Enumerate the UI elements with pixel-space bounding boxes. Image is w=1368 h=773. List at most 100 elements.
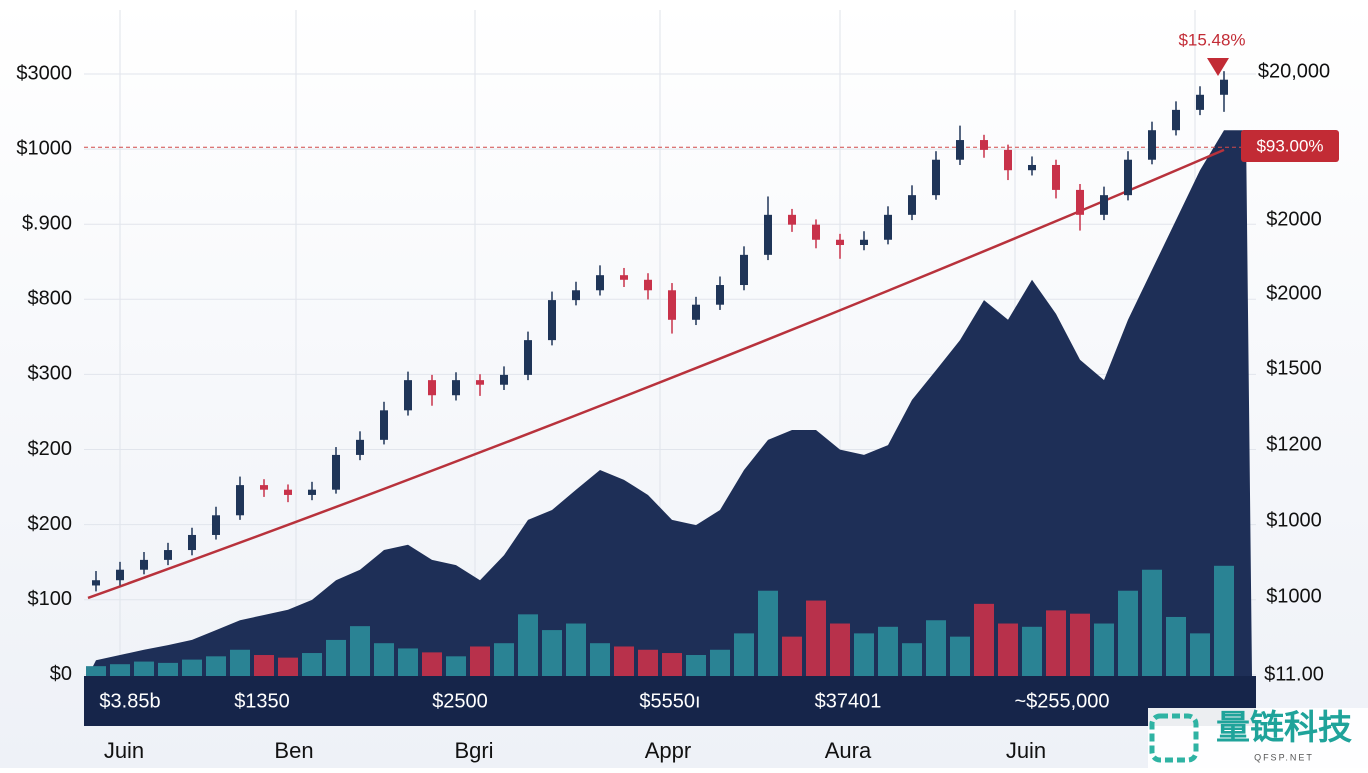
- y-axis-label: $200: [28, 438, 73, 460]
- volume-bar: [1046, 610, 1066, 676]
- volume-bar: [998, 623, 1018, 676]
- volume-bar: [518, 614, 538, 676]
- volume-bar: [950, 636, 970, 676]
- candle-body: [428, 380, 436, 396]
- candle-body: [452, 380, 460, 396]
- y2-axis-label: $1000: [1266, 585, 1322, 607]
- volume-bar: [590, 643, 610, 676]
- candle-body: [1004, 149, 1012, 171]
- volume-bar: [686, 655, 706, 676]
- volume-bar: [206, 656, 226, 676]
- candle-body: [644, 279, 652, 291]
- x-axis-label: Aura: [825, 738, 872, 763]
- volume-bar: [230, 649, 250, 676]
- volume-bar: [134, 661, 154, 676]
- candle-body: [140, 559, 148, 570]
- candle-body: [836, 239, 844, 246]
- candle-body: [476, 380, 484, 385]
- volume-bar: [470, 646, 490, 676]
- x-axis-label: Juin: [104, 738, 144, 763]
- volume-bar: [182, 659, 202, 676]
- band-label: $1350: [234, 690, 290, 712]
- candle-body: [404, 380, 412, 411]
- candle-body: [956, 140, 964, 160]
- volume-bar: [638, 649, 658, 676]
- volume-bar: [86, 666, 106, 676]
- candle-body: [764, 214, 772, 255]
- candle-body: [92, 580, 100, 586]
- volume-bar: [1190, 633, 1210, 676]
- candle-body: [1220, 79, 1228, 95]
- candle-body: [740, 254, 748, 286]
- candle-body: [356, 439, 364, 455]
- candle-body: [500, 374, 508, 385]
- candle-body: [260, 485, 268, 490]
- x-axis-label: Bgri: [454, 738, 493, 763]
- candle-body: [1028, 164, 1036, 171]
- volume-bar: [110, 664, 130, 676]
- x-axis-label: Juin: [1006, 738, 1046, 763]
- candle-body: [116, 569, 124, 581]
- badge-label: $93.00%: [1256, 136, 1323, 155]
- trend-line: [87, 148, 1225, 600]
- x-axis-label: Ben: [274, 738, 313, 763]
- volume-bar: [614, 646, 634, 676]
- volume-bar: [734, 633, 754, 676]
- candle-body: [1100, 195, 1108, 215]
- candle-body: [524, 340, 532, 375]
- band-label: $37401: [815, 690, 882, 712]
- candle-body: [572, 290, 580, 301]
- y2-axis-label: $1500: [1266, 357, 1322, 379]
- candle-body: [332, 454, 340, 490]
- volume-bar: [398, 648, 418, 676]
- volume-bar: [326, 639, 346, 676]
- volume-bar: [158, 662, 178, 676]
- candle-body: [1076, 189, 1084, 215]
- volume-bar: [446, 656, 466, 676]
- candle-body: [692, 304, 700, 320]
- volume-bar: [254, 655, 274, 676]
- watermark-site: QFSP.NET: [1254, 752, 1314, 762]
- volume-bar: [1070, 613, 1090, 676]
- volume-bar: [1118, 590, 1138, 676]
- candle-body: [1052, 164, 1060, 190]
- candle-body: [668, 290, 676, 320]
- candle-body: [236, 485, 244, 516]
- volume-bar: [974, 603, 994, 676]
- volume-bar: [902, 643, 922, 676]
- candle-body: [1124, 159, 1132, 196]
- y2-axis-label: $1000: [1266, 509, 1322, 531]
- annotation: $15.48%: [1178, 30, 1245, 49]
- volume-bar: [758, 590, 778, 676]
- candle-body: [164, 550, 172, 560]
- volume-bar: [566, 623, 586, 676]
- volume-bar: [422, 652, 442, 676]
- bottom-band: [84, 676, 1256, 726]
- candle-body: [1196, 94, 1204, 110]
- volume-bar: [782, 636, 802, 676]
- y2-axis-label: $20,000: [1258, 60, 1330, 82]
- candle-body: [884, 214, 892, 240]
- volume-bar: [710, 649, 730, 676]
- y2-axis-label: $11.00: [1264, 663, 1324, 685]
- volume-bar: [806, 600, 826, 676]
- y2-axis-label: $2000: [1266, 208, 1322, 230]
- band-label: $3.85b: [99, 690, 160, 712]
- candle-body: [716, 285, 724, 305]
- y-axis-label: $200: [28, 513, 73, 535]
- volume-bar: [374, 643, 394, 676]
- y-axis-label: $1000: [16, 137, 72, 159]
- badge: [1241, 130, 1339, 162]
- volume-bar: [1166, 616, 1186, 676]
- marker: [1207, 58, 1229, 76]
- candle-body: [212, 515, 220, 535]
- candle-body: [596, 275, 604, 291]
- candle-body: [380, 410, 388, 440]
- volume-bar: [1142, 569, 1162, 676]
- volume-bar: [1214, 565, 1234, 676]
- watermark-logo: [1149, 713, 1199, 763]
- candle-body: [788, 214, 796, 225]
- x-axis-label: Appr: [645, 738, 691, 763]
- volume-bar: [662, 653, 682, 676]
